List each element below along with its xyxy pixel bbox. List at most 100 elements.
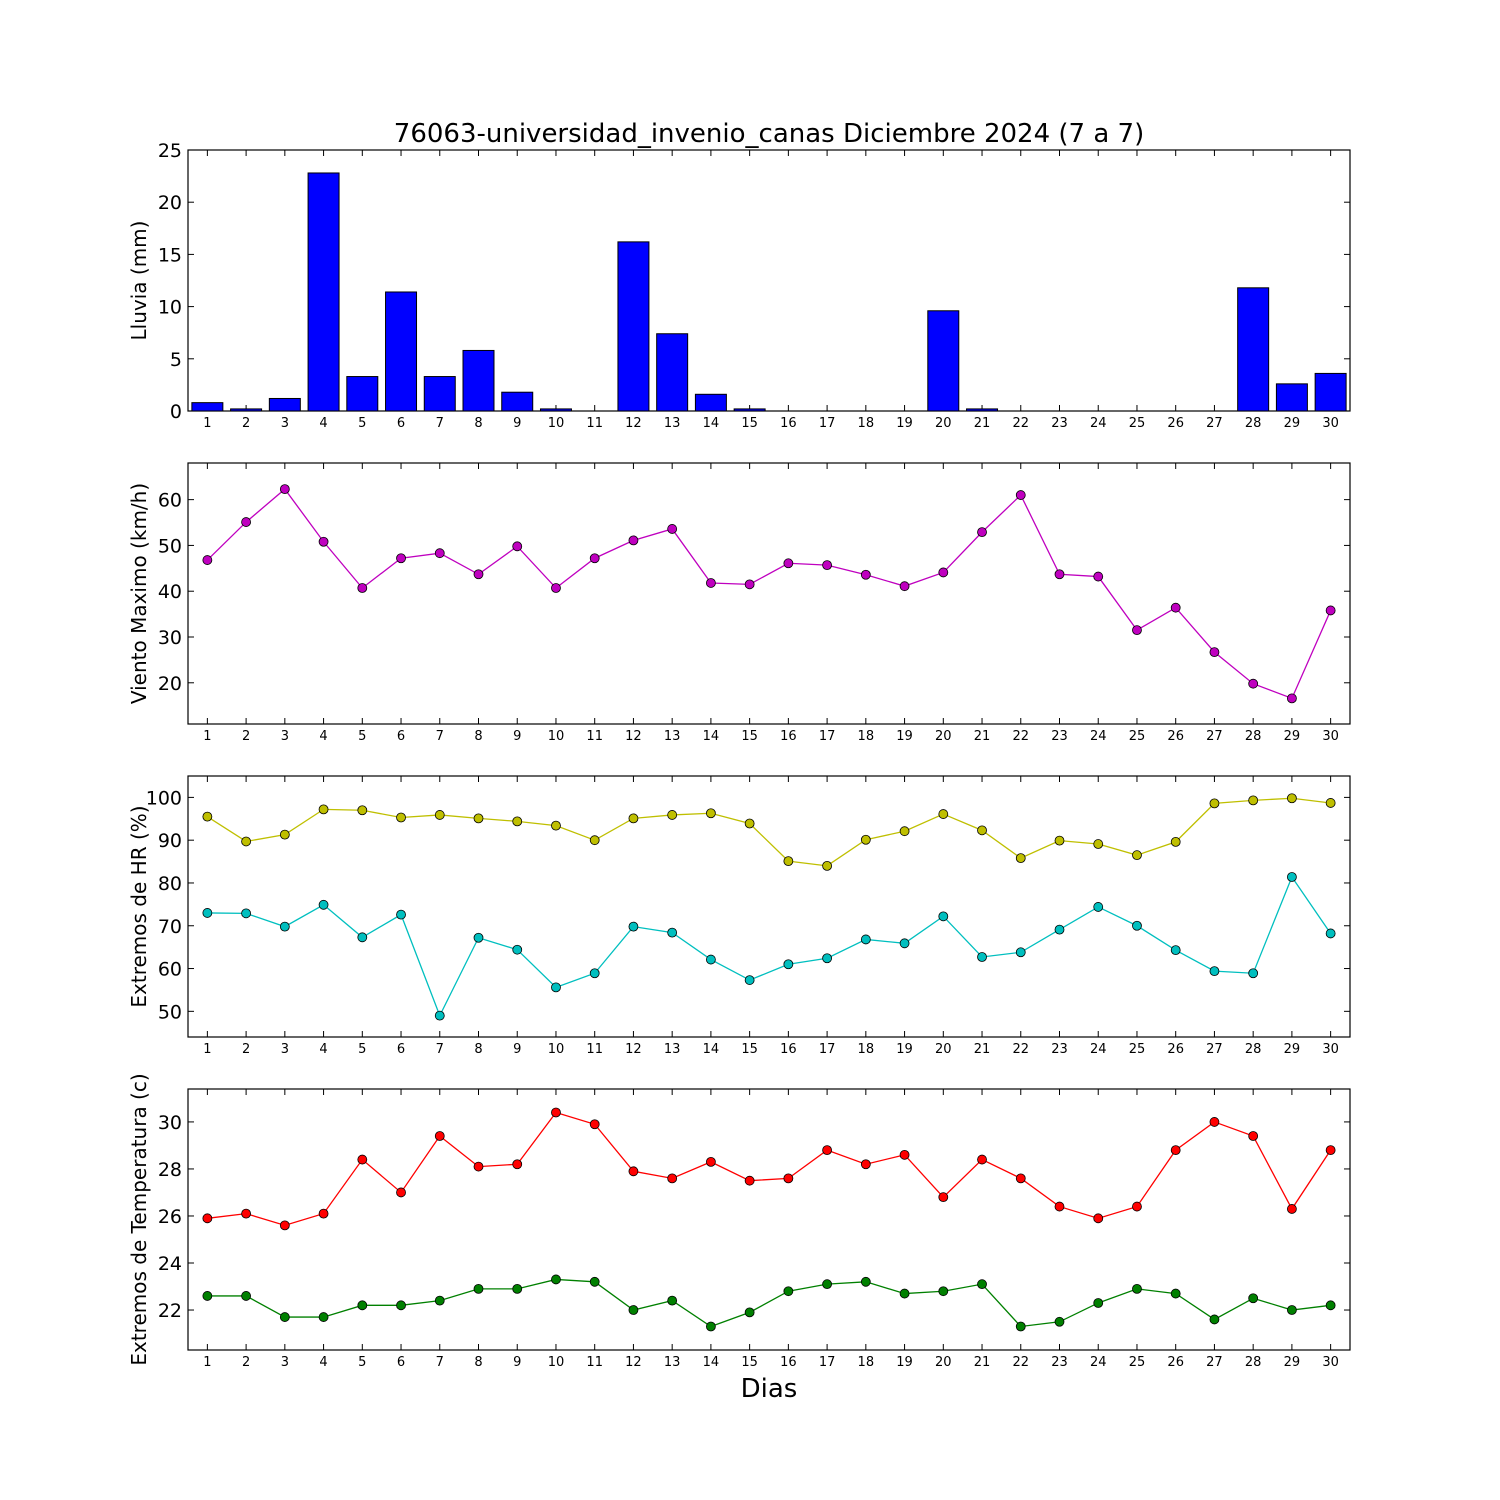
y-tick-label: 60	[158, 959, 182, 981]
x-tick-label: 15	[741, 1355, 758, 1370]
bar-day-1	[191, 402, 224, 412]
series-2-point-day-30	[1325, 928, 1336, 939]
series-2-point-day-21	[977, 952, 987, 962]
x-tick-label: 1	[203, 416, 211, 431]
x-tick-label: 11	[586, 1355, 603, 1370]
series-1-point-day-15	[744, 818, 755, 829]
series-1-point-day-25	[1132, 1201, 1142, 1212]
x-tick-label: 11	[586, 729, 603, 744]
series-1-point-day-24	[1093, 839, 1104, 849]
y-tick-label: 25	[158, 140, 182, 162]
series-1-point-day-11	[589, 553, 600, 564]
series-1-point-day-22	[1015, 853, 1026, 864]
x-tick-label: 3	[281, 729, 289, 744]
series-1-point-day-27	[1209, 647, 1220, 658]
x-tick-label: 27	[1206, 1355, 1223, 1370]
bar-day-30	[1314, 372, 1347, 412]
x-tick-label: 20	[935, 729, 952, 744]
x-tick-label: 12	[625, 729, 642, 744]
x-tick-label: 25	[1129, 1042, 1146, 1057]
series-1-point-day-8	[473, 569, 484, 580]
x-tick-label: 8	[474, 416, 482, 431]
x-tick-label: 29	[1284, 416, 1301, 431]
x-tick-label: 17	[819, 416, 836, 431]
series-2-point-day-17	[822, 1279, 832, 1290]
x-tick-label: 14	[703, 729, 720, 744]
series-2-point-day-12	[628, 1305, 639, 1315]
x-tick-label: 12	[625, 1042, 642, 1057]
series-2-point-day-14	[706, 1321, 716, 1332]
series-1-point-day-8	[473, 1161, 484, 1172]
x-tick-label: 21	[974, 729, 991, 744]
series-1-point-day-20	[938, 1192, 949, 1203]
series-1-point-day-6	[396, 1187, 406, 1198]
series-1-point-day-23	[1054, 835, 1065, 846]
y-tick-label: 50	[158, 535, 182, 557]
series-1-point-day-10	[551, 1107, 561, 1118]
x-tick-label: 20	[935, 1355, 952, 1370]
x-tick-label: 13	[664, 416, 681, 431]
series-2-point-day-28	[1248, 1293, 1259, 1304]
series-1-point-day-21	[977, 825, 987, 836]
series-1-point-day-5	[357, 1154, 368, 1165]
bar-day-9	[501, 391, 534, 412]
series-2-point-day-2	[241, 908, 252, 919]
series-2-point-day-25	[1132, 1283, 1142, 1294]
y-tick-label: 60	[158, 490, 182, 512]
x-tick-label: 23	[1051, 1355, 1068, 1370]
x-tick-label: 3	[281, 1042, 289, 1057]
x-tick-label: 1	[203, 729, 211, 744]
y-tick-label: 5	[170, 349, 182, 371]
series-2-point-day-22	[1015, 1321, 1026, 1332]
series-1-point-day-2	[241, 517, 252, 527]
series-1-point-day-13	[667, 1173, 678, 1184]
x-tick-label: 8	[474, 1042, 482, 1057]
series-1-point-day-3	[279, 1220, 290, 1231]
series-2-point-day-13	[667, 1295, 678, 1306]
x-tick-label: 20	[935, 416, 952, 431]
series-1-point-day-6	[396, 553, 406, 564]
series-1-point-day-18	[860, 1159, 871, 1170]
bar-day-13	[656, 333, 689, 412]
series-1-point-day-9	[512, 541, 523, 552]
series-2-point-day-5	[357, 1300, 368, 1311]
series-1-point-day-28	[1248, 678, 1259, 689]
x-tick-label: 15	[741, 729, 758, 744]
x-tick-label: 28	[1245, 1355, 1262, 1370]
series-1-point-day-12	[628, 535, 639, 546]
series-2-point-day-25	[1132, 920, 1142, 931]
series-2-point-day-9	[512, 944, 523, 955]
x-tick-label: 7	[436, 1042, 444, 1057]
x-tick-label: 29	[1284, 1355, 1301, 1370]
bar-day-21	[966, 408, 999, 412]
series-2-point-day-18	[860, 1276, 871, 1287]
x-tick-label: 9	[513, 729, 521, 744]
x-tick-label: 19	[896, 1355, 913, 1370]
x-tick-label: 28	[1245, 416, 1262, 431]
series-2-point-day-16	[783, 959, 794, 970]
y-tick-label: 70	[158, 916, 182, 938]
series-1-point-day-10	[551, 583, 561, 593]
bar-day-6	[385, 291, 418, 412]
plot-frame	[187, 1088, 1351, 1351]
x-tick-label: 16	[780, 416, 797, 431]
series-1-point-day-23	[1054, 569, 1065, 580]
y-tick-label: 10	[158, 297, 182, 319]
x-tick-label: 18	[858, 416, 875, 431]
x-tick-label: 30	[1322, 1355, 1339, 1370]
series-1-point-day-19	[899, 581, 910, 592]
y-tick-label: 90	[158, 830, 182, 852]
x-tick-label: 24	[1090, 729, 1107, 744]
series-2-point-day-8	[473, 932, 484, 943]
x-tick-label: 21	[974, 1042, 991, 1057]
series-1-point-day-13	[667, 524, 678, 534]
x-tick-label: 26	[1167, 1042, 1184, 1057]
series-1-point-day-12	[628, 1166, 639, 1177]
series-1-point-day-23	[1054, 1201, 1065, 1212]
bar-day-7	[423, 376, 456, 412]
series-1-point-day-15	[744, 1175, 755, 1186]
x-tick-label: 11	[586, 1042, 603, 1057]
x-tick-label: 29	[1284, 1042, 1301, 1057]
